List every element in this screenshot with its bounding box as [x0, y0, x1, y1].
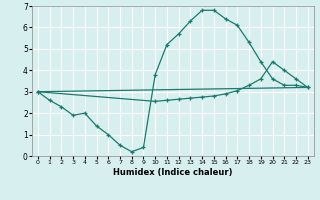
X-axis label: Humidex (Indice chaleur): Humidex (Indice chaleur) [113, 168, 233, 177]
